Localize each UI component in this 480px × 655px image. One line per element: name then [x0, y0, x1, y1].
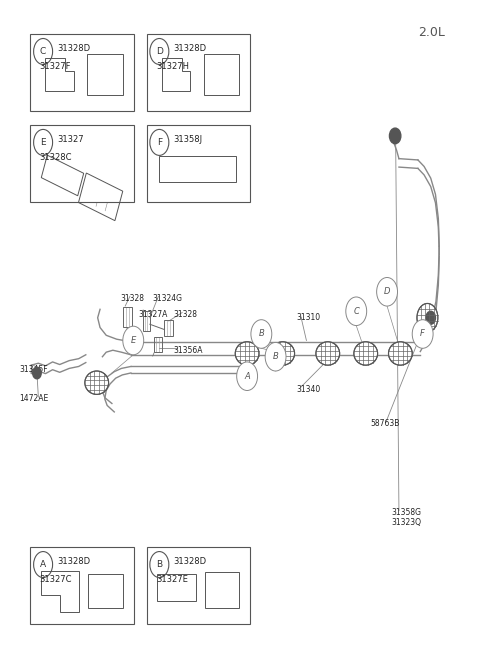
FancyBboxPatch shape: [30, 34, 134, 111]
Text: 2.0L: 2.0L: [418, 26, 445, 39]
Circle shape: [34, 552, 53, 578]
Text: 31327H: 31327H: [156, 62, 189, 71]
Text: F: F: [157, 138, 162, 147]
Text: 31328C: 31328C: [40, 153, 72, 162]
Text: 31327F: 31327F: [40, 62, 72, 71]
Text: 31328D: 31328D: [57, 44, 90, 53]
Text: B: B: [273, 352, 278, 361]
Text: 31328: 31328: [174, 310, 198, 319]
Circle shape: [34, 130, 53, 155]
FancyBboxPatch shape: [146, 34, 251, 111]
Ellipse shape: [235, 342, 259, 365]
Bar: [123, 307, 132, 328]
Ellipse shape: [85, 371, 108, 394]
FancyBboxPatch shape: [30, 547, 134, 624]
Text: 31358G: 31358G: [392, 508, 422, 517]
Text: E: E: [40, 138, 46, 147]
FancyBboxPatch shape: [146, 547, 251, 624]
Text: 31327A: 31327A: [138, 310, 168, 319]
Text: B: B: [156, 560, 162, 569]
Circle shape: [150, 552, 169, 578]
Text: 31340: 31340: [296, 384, 320, 394]
Text: C: C: [353, 307, 359, 316]
Text: 31356A: 31356A: [174, 346, 203, 355]
FancyBboxPatch shape: [30, 125, 134, 202]
Text: 31328D: 31328D: [57, 557, 90, 566]
Circle shape: [412, 320, 433, 348]
Circle shape: [377, 278, 397, 306]
Text: 58763B: 58763B: [371, 419, 400, 428]
Text: 31327: 31327: [57, 135, 84, 143]
Text: 31310: 31310: [296, 313, 320, 322]
Text: 31328: 31328: [120, 294, 144, 303]
Circle shape: [123, 326, 144, 355]
Text: D: D: [384, 288, 390, 296]
Circle shape: [265, 343, 286, 371]
Text: B: B: [258, 329, 264, 339]
Text: E: E: [131, 336, 136, 345]
Ellipse shape: [354, 342, 378, 365]
Bar: [154, 337, 162, 352]
Ellipse shape: [316, 342, 340, 365]
Text: 31323Q: 31323Q: [392, 518, 422, 527]
Ellipse shape: [388, 342, 412, 365]
Circle shape: [426, 311, 435, 324]
Circle shape: [237, 362, 258, 390]
Bar: [164, 320, 173, 336]
Circle shape: [150, 39, 169, 64]
Text: C: C: [40, 47, 46, 56]
Text: 31345F: 31345F: [19, 365, 48, 374]
FancyBboxPatch shape: [146, 125, 251, 202]
Text: A: A: [244, 371, 250, 381]
Bar: [143, 311, 150, 331]
Text: 31328D: 31328D: [174, 44, 207, 53]
Text: A: A: [40, 560, 46, 569]
Circle shape: [389, 128, 401, 143]
Text: 1472AE: 1472AE: [19, 394, 48, 403]
Circle shape: [346, 297, 367, 326]
Text: 31327C: 31327C: [40, 575, 72, 584]
Text: D: D: [156, 47, 163, 56]
Text: F: F: [420, 329, 425, 339]
Circle shape: [34, 39, 53, 64]
Circle shape: [150, 130, 169, 155]
Text: 31358J: 31358J: [174, 135, 203, 143]
Text: 31324G: 31324G: [152, 294, 182, 303]
Circle shape: [251, 320, 272, 348]
Ellipse shape: [417, 303, 438, 332]
Text: 31328D: 31328D: [174, 557, 207, 566]
Text: 31327E: 31327E: [156, 575, 188, 584]
Circle shape: [33, 367, 41, 379]
Ellipse shape: [271, 342, 295, 365]
